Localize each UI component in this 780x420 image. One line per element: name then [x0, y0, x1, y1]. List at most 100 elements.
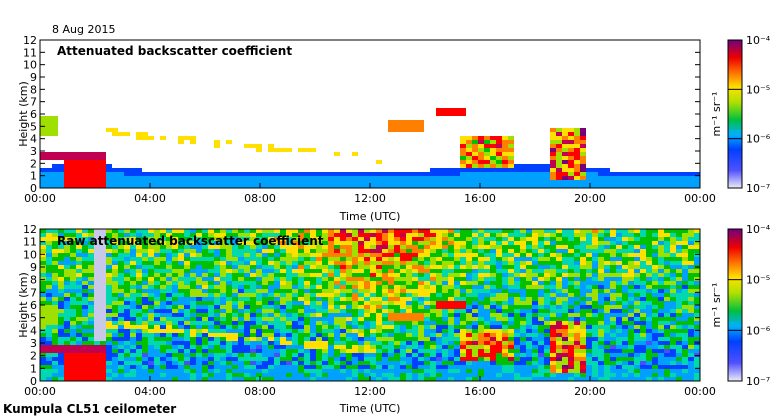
heatmap-cell	[526, 285, 532, 289]
heatmap-cell	[346, 297, 352, 301]
heatmap-cell	[652, 373, 658, 377]
heatmap-cell	[184, 329, 190, 333]
chart-title: Attenuated backscatter coefficient	[57, 44, 292, 58]
heatmap-cell	[202, 237, 208, 241]
heatmap-cell	[286, 180, 292, 184]
heatmap-cell	[112, 237, 118, 241]
heatmap-cell	[442, 261, 448, 265]
heatmap-cell	[172, 249, 178, 253]
heatmap-cell	[328, 349, 334, 353]
heatmap-cell	[508, 180, 514, 184]
heatmap-cell	[454, 333, 460, 337]
heatmap-cell	[160, 184, 166, 188]
heatmap-cell	[52, 229, 58, 233]
heatmap-cell	[334, 273, 340, 277]
heatmap-cell	[538, 184, 544, 188]
heatmap-cell	[166, 285, 172, 289]
heatmap-cell	[442, 329, 448, 333]
heatmap-cell	[466, 313, 472, 317]
heatmap-cell	[388, 120, 394, 124]
heatmap-cell	[274, 241, 280, 245]
heatmap-cell	[640, 249, 646, 253]
heatmap-cell	[172, 305, 178, 309]
heatmap-cell	[76, 168, 82, 172]
heatmap-cell	[334, 237, 340, 241]
heatmap-cell	[454, 281, 460, 285]
heatmap-cell	[382, 273, 388, 277]
heatmap-cell	[52, 321, 58, 325]
heatmap-cell	[202, 285, 208, 289]
heatmap-cell	[496, 337, 502, 341]
heatmap-cell	[448, 305, 454, 309]
heatmap-cell	[316, 341, 322, 345]
heatmap-cell	[514, 325, 520, 329]
heatmap-cell	[190, 233, 196, 237]
heatmap-cell	[532, 373, 538, 377]
heatmap-cell	[472, 172, 478, 176]
heatmap-cell	[328, 353, 334, 357]
heatmap-cell	[556, 229, 562, 233]
heatmap-cell	[688, 377, 694, 381]
heatmap-cell	[652, 265, 658, 269]
heatmap-cell	[334, 257, 340, 261]
heatmap-cell	[430, 265, 436, 269]
heatmap-cell	[154, 277, 160, 281]
heatmap-cell	[70, 160, 76, 164]
heatmap-cell	[226, 285, 232, 289]
heatmap-cell	[412, 180, 418, 184]
heatmap-cell	[280, 341, 286, 345]
heatmap-cell	[46, 168, 52, 172]
heatmap-cell	[82, 152, 88, 156]
heatmap-cell	[574, 140, 580, 144]
heatmap-cell	[460, 365, 466, 369]
heatmap-cell	[166, 172, 172, 176]
heatmap-cell	[598, 176, 604, 180]
heatmap-cell	[418, 293, 424, 297]
heatmap-cell	[358, 172, 364, 176]
heatmap-cell	[112, 293, 118, 297]
heatmap-cell	[106, 269, 112, 273]
heatmap-cell	[322, 253, 328, 257]
heatmap-cell	[310, 317, 316, 321]
heatmap-cell	[664, 349, 670, 353]
heatmap-cell	[634, 313, 640, 317]
heatmap-cell	[544, 293, 550, 297]
date-label: 8 Aug 2015	[52, 23, 115, 36]
heatmap-cell	[556, 297, 562, 301]
heatmap-cell	[682, 229, 688, 233]
heatmap-cell	[544, 317, 550, 321]
heatmap-cell	[616, 277, 622, 281]
x-tick-label: 20:00	[574, 192, 606, 205]
heatmap-cell	[202, 293, 208, 297]
heatmap-cell	[490, 297, 496, 301]
heatmap-cell	[412, 353, 418, 357]
heatmap-cell	[544, 273, 550, 277]
heatmap-cell	[280, 176, 286, 180]
heatmap-cell	[412, 277, 418, 281]
heatmap-cell	[316, 329, 322, 333]
heatmap-cell	[256, 305, 262, 309]
heatmap-cell	[424, 273, 430, 277]
heatmap-cell	[106, 257, 112, 261]
heatmap-cell	[460, 353, 466, 357]
heatmap-cell	[280, 285, 286, 289]
heatmap-cell	[286, 253, 292, 257]
heatmap-cell	[226, 277, 232, 281]
heatmap-cell	[130, 369, 136, 373]
heatmap-cell	[160, 309, 166, 313]
heatmap-cell	[46, 377, 52, 381]
heatmap-cell	[268, 261, 274, 265]
heatmap-cell	[118, 353, 124, 357]
heatmap-cell	[304, 180, 310, 184]
heatmap-cell	[196, 325, 202, 329]
heatmap-cell	[448, 273, 454, 277]
heatmap-cell	[112, 261, 118, 265]
heatmap-cell	[70, 184, 76, 188]
heatmap-cell	[232, 365, 238, 369]
heatmap-cell	[310, 337, 316, 341]
heatmap-cell	[448, 172, 454, 176]
heatmap-cell	[424, 309, 430, 313]
heatmap-cell	[118, 281, 124, 285]
heatmap-cell	[106, 353, 112, 357]
heatmap-cell	[496, 281, 502, 285]
